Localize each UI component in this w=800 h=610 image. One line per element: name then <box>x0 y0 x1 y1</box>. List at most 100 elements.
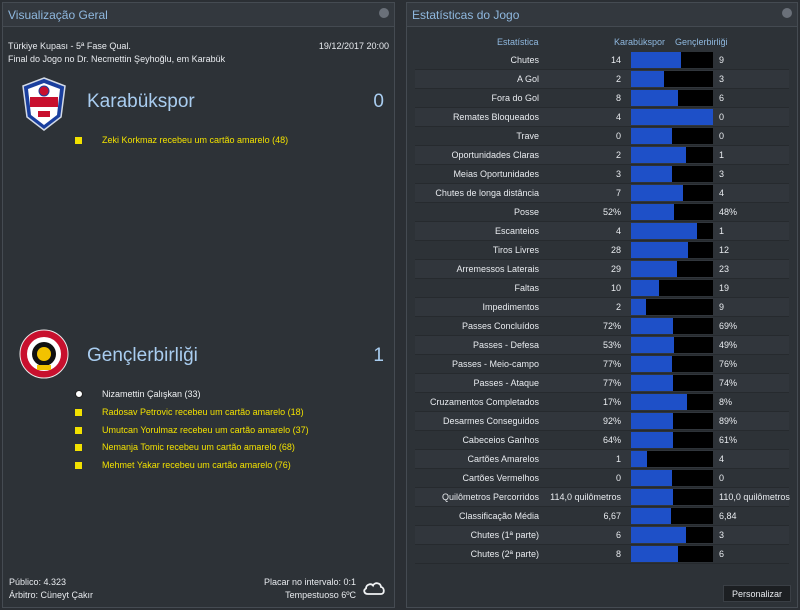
home-stat-value: 7 <box>615 188 621 198</box>
stat-comparison-bar <box>631 318 713 334</box>
stat-row: Arremessos Laterais 29 23 <box>415 260 789 279</box>
referee-label[interactable]: Árbitro: Cüneyt Çakır <box>9 590 94 600</box>
stat-label: Cabeceios Ganhos <box>462 435 539 445</box>
home-stat-value: 53% <box>602 340 621 350</box>
event-text[interactable]: Nemanja Tomic recebeu um cartão amarelo … <box>102 442 295 453</box>
stat-row: Passes - Ataque 77% 74% <box>415 374 789 393</box>
home-stat-value: 72% <box>602 321 621 331</box>
home-stat-value: 17% <box>602 397 621 407</box>
home-share-fill <box>631 337 674 353</box>
home-share-fill <box>631 508 672 524</box>
stat-comparison-bar <box>631 432 713 448</box>
home-share-fill <box>631 546 678 562</box>
event-text[interactable]: Zeki Korkmaz recebeu um cartão amarelo (… <box>102 135 289 145</box>
stat-row: Cruzamentos Completados 17% 8% <box>415 393 789 412</box>
home-share-fill <box>631 128 672 144</box>
home-share-fill <box>631 109 713 125</box>
panel-options-icon[interactable] <box>379 8 389 18</box>
away-stat-value: 3 <box>719 169 725 179</box>
home-stat-value: 28 <box>610 245 621 255</box>
stat-label: Cruzamentos Completados <box>429 397 539 407</box>
karabukspor-crest-icon[interactable] <box>21 77 67 131</box>
stat-comparison-bar <box>631 337 713 353</box>
home-share-fill <box>631 318 673 334</box>
away-column-header[interactable]: Gençlerbirliği <box>675 37 728 47</box>
stat-column-header[interactable]: Estatística <box>497 37 539 47</box>
stat-comparison-bar <box>631 451 713 467</box>
event-text[interactable]: Radosav Petrovic recebeu um cartão amare… <box>102 406 304 417</box>
stat-label: Classificação Média <box>458 511 539 521</box>
stat-row: Chutes (2ª parte) 8 6 <box>415 545 789 564</box>
stat-row: Oportunidades Claras 2 1 <box>415 146 789 165</box>
match-date: 19/12/2017 20:00 <box>318 41 389 51</box>
stat-row: Chutes (1ª parte) 6 3 <box>415 526 789 545</box>
stat-comparison-bar <box>631 242 713 258</box>
home-share-fill <box>631 71 664 87</box>
stat-row: Posse 52% 48% <box>415 203 789 222</box>
event-text[interactable]: Mehmet Yakar recebeu um cartão amarelo (… <box>102 460 291 471</box>
stat-row: Passes - Defesa 53% 49% <box>415 336 789 355</box>
stat-label: Passes - Meio-campo <box>451 359 539 369</box>
home-stat-value: 0 <box>615 473 621 483</box>
stat-label: Faltas <box>514 283 539 293</box>
home-team-name[interactable]: Karabükspor <box>87 91 195 112</box>
event-text[interactable]: Nizamettin Çalışkan (33) <box>102 389 201 399</box>
stat-row: Cartões Vermelhos 0 0 <box>415 469 789 488</box>
stat-row: Cabeceios Ganhos 64% 61% <box>415 431 789 450</box>
stat-comparison-bar <box>631 280 713 296</box>
competition-label[interactable]: Türkiye Kupası - 5ª Fase Qual. <box>8 41 131 51</box>
stat-comparison-bar <box>631 185 713 201</box>
away-stat-value: 0 <box>719 131 725 141</box>
stat-row: Cartões Amarelos 1 4 <box>415 450 789 469</box>
home-share-fill <box>631 280 659 296</box>
stat-label: Quilômetros Percorridos <box>441 492 539 502</box>
stat-label: Posse <box>513 207 539 217</box>
home-share-fill <box>631 375 673 391</box>
stat-row: Classificação Média 6,67 6,84 <box>415 507 789 526</box>
stat-row: Faltas 10 19 <box>415 279 789 298</box>
stat-label: Oportunidades Claras <box>451 150 539 160</box>
match-overview-panel: Visualização Geral Türkiye Kupası - 5ª F… <box>2 2 395 608</box>
home-stat-value: 8 <box>615 549 621 559</box>
stats-header: Estatística Karabükspor Gençlerbirliği <box>407 37 797 49</box>
stat-row: Chutes 14 9 <box>415 51 789 70</box>
home-share-fill <box>631 432 673 448</box>
away-stat-value: 110,0 quilômetros <box>719 492 790 502</box>
away-stat-value: 4 <box>719 454 725 464</box>
goal-ball-icon <box>75 390 83 398</box>
stat-comparison-bar <box>631 128 713 144</box>
away-stat-value: 3 <box>719 74 725 84</box>
away-stat-value: 19 <box>719 283 730 293</box>
attendance-label: Público: 4.323 <box>9 577 67 587</box>
away-stat-value: 3 <box>719 530 725 540</box>
stat-row: Chutes de longa distância 7 4 <box>415 184 789 203</box>
home-stat-value: 29 <box>610 264 621 274</box>
panel-options-icon[interactable] <box>782 8 792 18</box>
stat-comparison-bar <box>631 508 713 524</box>
stat-label: Cartões Amarelos <box>467 454 539 464</box>
home-stat-value: 0 <box>615 131 621 141</box>
stat-label: Desarmes Conseguidos <box>442 416 539 426</box>
weather-label: Tempestuoso 6ºC <box>285 590 356 600</box>
away-stat-value: 49% <box>719 340 738 350</box>
away-team-score: 1 <box>373 345 384 366</box>
away-team-name[interactable]: Gençlerbirliği <box>87 345 198 366</box>
event-text[interactable]: Umutcan Yorulmaz recebeu um cartão amare… <box>102 424 309 435</box>
yellow-card-icon <box>75 137 82 144</box>
stat-label: Trave <box>516 131 539 141</box>
genclerbirligi-crest-icon[interactable] <box>19 327 69 381</box>
home-share-fill <box>631 299 646 315</box>
stat-row: Tiros Livres 28 12 <box>415 241 789 260</box>
home-column-header[interactable]: Karabükspor <box>614 37 666 47</box>
away-stat-value: 74% <box>719 378 738 388</box>
home-stat-value: 8 <box>615 93 621 103</box>
home-stat-value: 2 <box>615 150 621 160</box>
stat-label: Arremessos Laterais <box>456 264 539 274</box>
personalize-button[interactable]: Personalizar <box>723 585 791 602</box>
stat-label: Passes Concluídos <box>461 321 539 331</box>
stat-comparison-bar <box>631 109 713 125</box>
away-stat-value: 9 <box>719 302 725 312</box>
stat-comparison-bar <box>631 299 713 315</box>
match-stats-panel: Estatísticas do Jogo Estatística Karabük… <box>406 2 798 608</box>
home-stat-value: 77% <box>602 359 621 369</box>
